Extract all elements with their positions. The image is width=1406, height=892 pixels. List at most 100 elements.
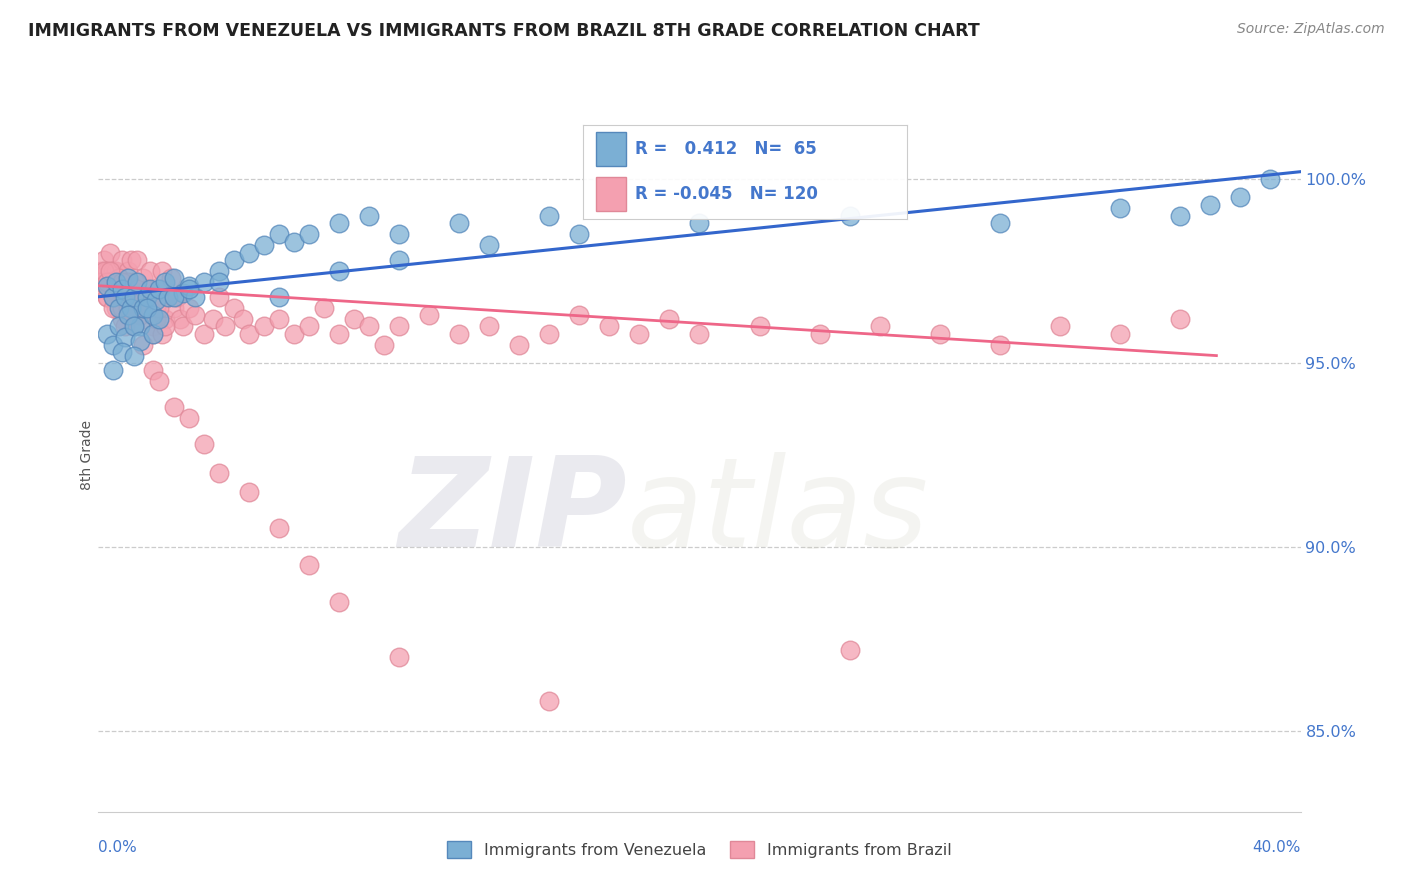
Point xyxy=(117,308,139,322)
Point xyxy=(689,326,711,341)
Legend: Immigrants from Venezuela, Immigrants from Brazil: Immigrants from Venezuela, Immigrants fr… xyxy=(441,835,957,864)
Point xyxy=(132,271,155,285)
Point xyxy=(508,337,530,351)
Point xyxy=(267,227,290,242)
Point xyxy=(121,301,143,315)
Point xyxy=(127,282,149,296)
Point xyxy=(93,282,115,296)
Point xyxy=(1170,209,1192,223)
Point xyxy=(132,290,155,304)
Point xyxy=(214,319,236,334)
Point xyxy=(357,319,380,334)
Point xyxy=(100,245,122,260)
Point xyxy=(183,290,205,304)
Text: R = -0.045   N= 120: R = -0.045 N= 120 xyxy=(636,186,818,203)
Point xyxy=(114,330,136,344)
Point xyxy=(132,301,155,315)
Point xyxy=(172,286,194,301)
Text: IMMIGRANTS FROM VENEZUELA VS IMMIGRANTS FROM BRAZIL 8TH GRADE CORRELATION CHART: IMMIGRANTS FROM VENEZUELA VS IMMIGRANTS … xyxy=(28,22,980,40)
Point xyxy=(1229,190,1251,204)
Point xyxy=(103,282,125,296)
Point xyxy=(988,337,1011,351)
Point xyxy=(148,375,170,389)
Point xyxy=(162,271,184,285)
Point xyxy=(169,311,191,326)
Point xyxy=(929,326,952,341)
Point xyxy=(114,290,136,304)
Point xyxy=(208,275,231,289)
Point xyxy=(538,694,561,708)
Point xyxy=(114,290,136,304)
Text: atlas: atlas xyxy=(627,451,929,573)
Point xyxy=(689,216,711,230)
Point xyxy=(201,311,224,326)
Point xyxy=(153,319,176,334)
Point xyxy=(108,271,131,285)
Point xyxy=(93,252,115,267)
Point xyxy=(988,216,1011,230)
Point xyxy=(148,301,170,315)
Point xyxy=(129,334,152,348)
Point xyxy=(117,301,139,315)
Point xyxy=(138,282,160,296)
Point xyxy=(90,264,112,278)
Point xyxy=(135,290,157,304)
Y-axis label: 8th Grade: 8th Grade xyxy=(80,420,94,490)
Point xyxy=(238,245,260,260)
Point xyxy=(111,252,134,267)
Point xyxy=(312,301,335,315)
Point xyxy=(145,301,167,315)
Point xyxy=(121,252,143,267)
Point xyxy=(373,337,395,351)
Point xyxy=(145,311,167,326)
Point xyxy=(838,209,860,223)
Text: R =   0.412   N=  65: R = 0.412 N= 65 xyxy=(636,140,817,158)
Point xyxy=(114,319,136,334)
Point xyxy=(328,216,350,230)
Point xyxy=(103,363,125,377)
Point xyxy=(148,282,170,296)
Point xyxy=(141,308,163,322)
Point xyxy=(103,290,125,304)
Point xyxy=(105,282,128,296)
Point xyxy=(100,275,122,289)
Point xyxy=(111,311,134,326)
Point xyxy=(208,264,231,278)
Point xyxy=(388,319,411,334)
Text: 0.0%: 0.0% xyxy=(98,840,138,855)
Point xyxy=(162,400,184,414)
Point xyxy=(108,301,131,315)
Point xyxy=(748,319,770,334)
Point xyxy=(90,275,112,289)
Point xyxy=(117,264,139,278)
Point xyxy=(117,275,139,289)
Point xyxy=(388,650,411,665)
Point xyxy=(388,252,411,267)
Point xyxy=(124,290,146,304)
Point xyxy=(628,326,651,341)
Point xyxy=(124,275,146,289)
Point xyxy=(103,290,125,304)
Point xyxy=(111,275,134,289)
Point xyxy=(1109,202,1132,216)
Point xyxy=(298,319,321,334)
Point xyxy=(193,326,215,341)
Point xyxy=(238,326,260,341)
Point xyxy=(138,301,160,315)
Point xyxy=(267,290,290,304)
Point xyxy=(156,290,179,304)
Point xyxy=(100,275,122,289)
Point xyxy=(96,290,118,304)
Point xyxy=(93,264,115,278)
Point xyxy=(538,209,561,223)
Point xyxy=(132,337,155,351)
Point xyxy=(129,308,152,322)
Point xyxy=(100,264,122,278)
Point xyxy=(183,308,205,322)
Point xyxy=(124,349,146,363)
Point xyxy=(108,282,131,296)
Point xyxy=(124,301,146,315)
Point xyxy=(103,301,125,315)
Point xyxy=(208,290,231,304)
Text: Source: ZipAtlas.com: Source: ZipAtlas.com xyxy=(1237,22,1385,37)
